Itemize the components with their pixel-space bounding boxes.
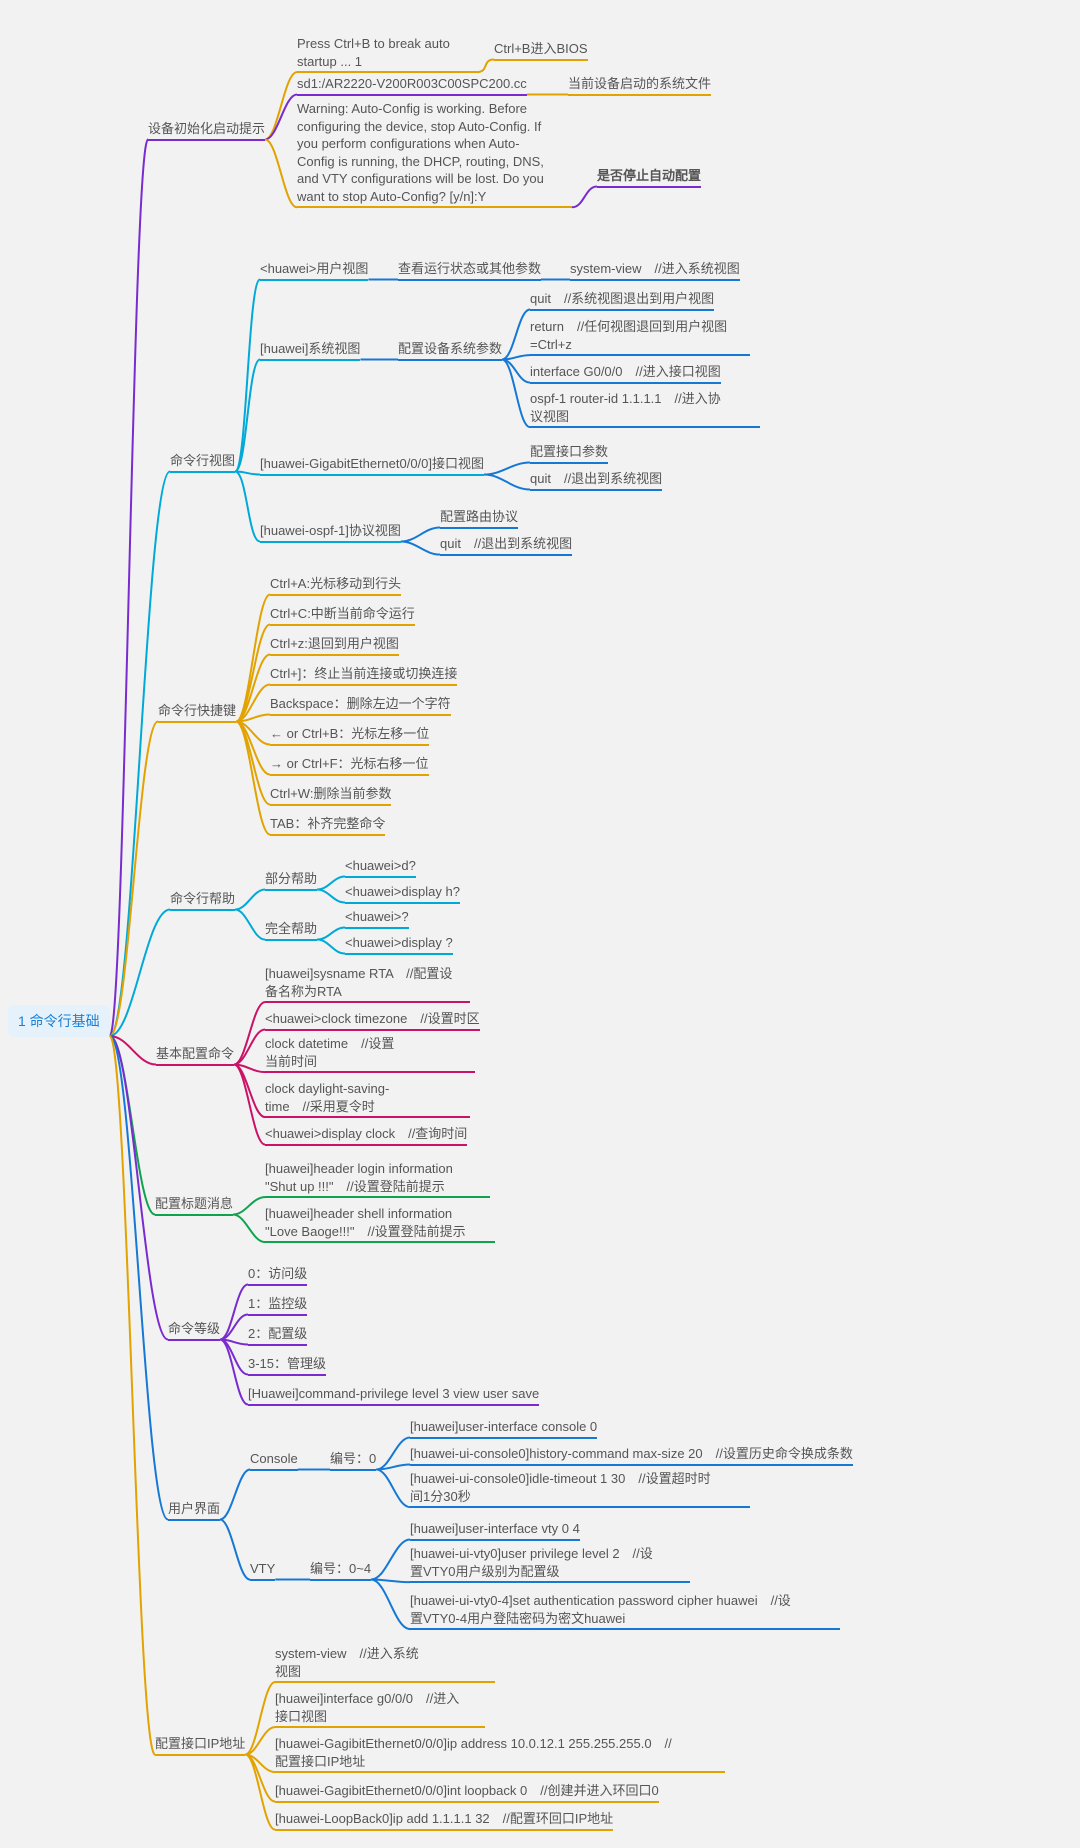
node-n5[interactable]: 基本配置命令	[156, 1045, 234, 1066]
node-n4a2[interactable]: <huawei>display h?	[345, 883, 460, 904]
node-n7b[interactable]: 1：监控级	[248, 1295, 307, 1316]
node-n1c[interactable]: Warning: Auto-Config is working. Beforec…	[297, 100, 572, 208]
node-n6[interactable]: 配置标题消息	[155, 1195, 233, 1216]
node-n8a1[interactable]: 编号：0	[330, 1450, 376, 1471]
node-n1c1[interactable]: 是否停止自动配置	[597, 167, 701, 188]
root-node[interactable]: 1 命令行基础	[8, 1005, 110, 1037]
node-n7e[interactable]: [Huawei]command-privilege level 3 view u…	[248, 1385, 539, 1406]
node-n1a1[interactable]: Ctrl+B进入BIOS	[494, 40, 588, 61]
node-n2c[interactable]: [huawei-GigabitEthernet0/0/0]接口视图	[260, 455, 484, 476]
node-n6a[interactable]: [huawei]header login information"Shut up…	[265, 1160, 490, 1198]
node-n4b1[interactable]: <huawei>?	[345, 908, 409, 929]
node-n5a[interactable]: [huawei]sysname RTA //配置设备名称为RTA	[265, 965, 470, 1003]
node-n2[interactable]: 命令行视图	[170, 452, 235, 473]
node-n5c[interactable]: clock datetime //设置当前时间	[265, 1035, 475, 1073]
node-n7a[interactable]: 0：访问级	[248, 1265, 307, 1286]
mindmap-canvas: 1 命令行基础 设备初始化启动提示 Press Ctrl+B to break au…	[0, 0, 1080, 1848]
node-n2c2[interactable]: quit //退出到系统视图	[530, 470, 662, 491]
node-n8b1a[interactable]: [huawei]user-interface vty 0 4	[410, 1520, 580, 1541]
node-n8a[interactable]: Console	[250, 1450, 298, 1471]
node-n2a1[interactable]: 查看运行状态或其他参数	[398, 260, 541, 281]
node-n9b[interactable]: [huawei]interface g0/0/0 //进入接口视图	[275, 1690, 485, 1728]
node-n3[interactable]: 命令行快捷键	[158, 702, 236, 723]
node-n3i[interactable]: TAB：补齐完整命令	[270, 815, 385, 836]
node-n8b1[interactable]: 编号：0~4	[310, 1560, 371, 1581]
node-n2a1a[interactable]: system-view //进入系统视图	[570, 260, 740, 281]
node-n3h[interactable]: Ctrl+W:删除当前参数	[270, 785, 391, 806]
node-n2b1d[interactable]: ospf-1 router-id 1.1.1.1 //进入协议视图	[530, 390, 760, 428]
node-n4a[interactable]: 部分帮助	[265, 870, 317, 891]
node-n2b[interactable]: [huawei]系统视图	[260, 340, 360, 361]
node-n3f[interactable]: ← or Ctrl+B：光标左移一位	[270, 725, 429, 746]
node-n8a1c[interactable]: [huawei-ui-console0]idle-timeout 1 30 //…	[410, 1470, 750, 1508]
node-n5d[interactable]: clock daylight-saving-time //采用夏令时	[265, 1080, 470, 1118]
node-n8a1b[interactable]: [huawei-ui-console0]history-command max-…	[410, 1445, 853, 1466]
node-n2c1[interactable]: 配置接口参数	[530, 443, 608, 464]
node-n7d[interactable]: 3-15：管理级	[248, 1355, 326, 1376]
node-n9a[interactable]: system-view //进入系统视图	[275, 1645, 495, 1683]
node-n9[interactable]: 配置接口IP地址	[155, 1735, 245, 1756]
node-n7c[interactable]: 2：配置级	[248, 1325, 307, 1346]
node-n2d[interactable]: [huawei-ospf-1]协议视图	[260, 522, 401, 543]
node-n2b1b[interactable]: return //任何视图退回到用户视图=Ctrl+z	[530, 318, 750, 356]
node-n5b[interactable]: <huawei>clock timezone //设置时区	[265, 1010, 480, 1031]
node-n1[interactable]: 设备初始化启动提示	[148, 120, 265, 141]
node-n3a[interactable]: Ctrl+A:光标移动到行头	[270, 575, 401, 596]
node-n8[interactable]: 用户界面	[168, 1500, 220, 1521]
node-n3g[interactable]: → or Ctrl+F：光标右移一位	[270, 755, 429, 776]
node-n1a[interactable]: Press Ctrl+B to break autostartup ... 1	[297, 35, 477, 73]
node-n2d1[interactable]: 配置路由协议	[440, 508, 518, 529]
node-n4a1[interactable]: <huawei>d?	[345, 857, 416, 878]
node-n4b[interactable]: 完全帮助	[265, 920, 317, 941]
node-n5e[interactable]: <huawei>display clock //查询时间	[265, 1125, 467, 1146]
node-n1b1[interactable]: 当前设备启动的系统文件	[568, 75, 711, 96]
node-n4[interactable]: 命令行帮助	[170, 890, 235, 911]
node-n2b1[interactable]: 配置设备系统参数	[398, 340, 502, 361]
node-n2b1c[interactable]: interface G0/0/0 //进入接口视图	[530, 363, 721, 384]
node-n3b[interactable]: Ctrl+C:中断当前命令运行	[270, 605, 415, 626]
node-n8b1c[interactable]: [huawei-ui-vty0-4]set authentication pas…	[410, 1592, 840, 1630]
node-n2a[interactable]: <huawei>用户视图	[260, 260, 368, 281]
node-n2d2[interactable]: quit //退出到系统视图	[440, 535, 572, 556]
node-n3e[interactable]: Backspace：删除左边一个字符	[270, 695, 451, 716]
node-n4b2[interactable]: <huawei>display ?	[345, 934, 453, 955]
node-n1b[interactable]: sd1:/AR2220-V200R003C00SPC200.cc	[297, 75, 527, 96]
node-n7[interactable]: 命令等级	[168, 1320, 220, 1341]
node-n8b[interactable]: VTY	[250, 1560, 275, 1581]
node-n6b[interactable]: [huawei]header shell information"Love Ba…	[265, 1205, 495, 1243]
node-n3d[interactable]: Ctrl+]：终止当前连接或切换连接	[270, 665, 457, 686]
node-n2b1a[interactable]: quit //系统视图退出到用户视图	[530, 290, 714, 311]
node-n9d[interactable]: [huawei-GagibitEthernet0/0/0]int loopbac…	[275, 1782, 659, 1803]
node-n8b1b[interactable]: [huawei-ui-vty0]user privilege level 2 /…	[410, 1545, 690, 1583]
node-n9c[interactable]: [huawei-GagibitEthernet0/0/0]ip address …	[275, 1735, 725, 1773]
node-n8a1a[interactable]: [huawei]user-interface console 0	[410, 1418, 597, 1439]
node-n3c[interactable]: Ctrl+z:退回到用户视图	[270, 635, 399, 656]
node-n9e[interactable]: [huawei-LoopBack0]ip add 1.1.1.1 32 //配置…	[275, 1810, 613, 1831]
